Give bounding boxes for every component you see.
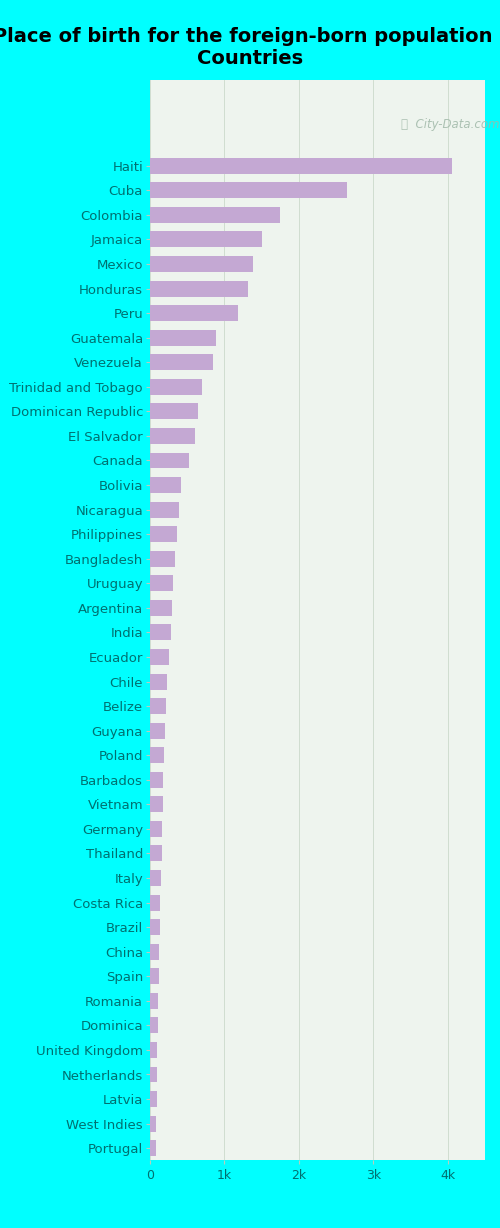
Bar [150,968,159,984]
Bar [150,526,177,542]
Bar [150,869,161,885]
Bar [150,305,238,321]
Bar [150,771,164,788]
Bar [150,378,202,394]
Bar [150,845,162,861]
Bar [150,673,167,689]
Bar [150,1041,158,1057]
Bar [150,452,190,468]
Bar [150,550,176,566]
Bar [150,1115,156,1132]
Bar [150,894,160,910]
Bar [150,943,160,959]
Bar [150,476,182,492]
Bar [150,575,173,591]
Bar [150,919,160,935]
Bar [150,257,252,271]
Bar [150,796,162,813]
Bar [150,329,216,345]
Bar [150,231,262,247]
Bar [150,1090,156,1108]
Bar [150,599,172,615]
Bar [150,820,162,836]
Bar [150,427,194,443]
Bar [150,1066,157,1083]
Bar [150,1017,158,1033]
Bar [150,354,212,370]
Bar [150,280,248,296]
Bar [150,698,166,713]
Bar [150,648,170,664]
Bar [150,157,452,173]
Bar [150,182,348,198]
Text: ⓘ  City-Data.com: ⓘ City-Data.com [401,118,500,130]
Bar [150,403,198,419]
Bar [150,624,171,640]
Bar [150,722,165,738]
Bar [150,501,179,517]
Bar [150,1140,156,1156]
Text: Place of birth for the foreign-born population -
Countries: Place of birth for the foreign-born popu… [0,27,500,68]
Bar [150,992,158,1008]
Bar [150,747,164,763]
Bar [150,206,280,222]
